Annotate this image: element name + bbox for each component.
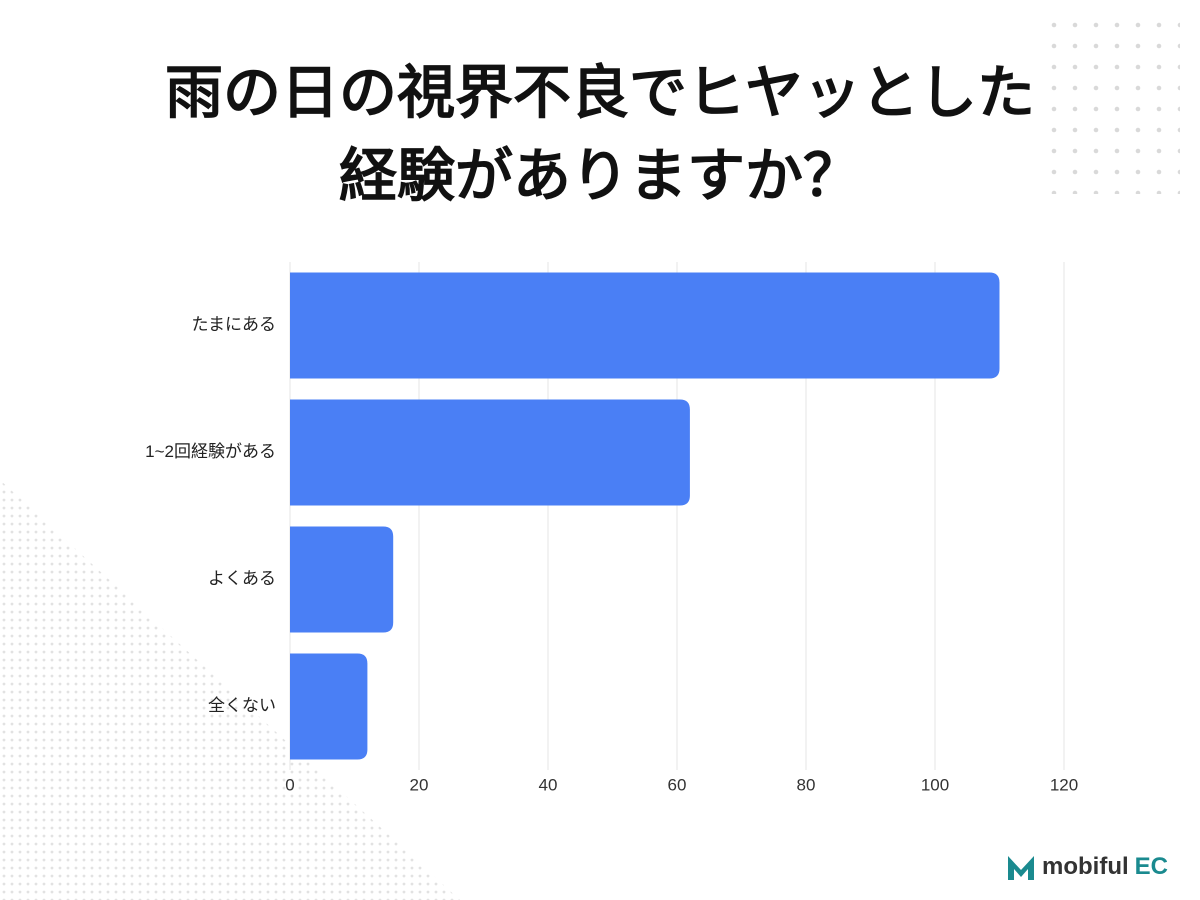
y-tick-label: よくある — [208, 569, 276, 588]
x-tick-label: 20 — [410, 775, 429, 794]
x-tick-label: 40 — [539, 775, 558, 794]
bar — [290, 526, 394, 633]
y-tick-label: 1~2回経験がある — [145, 442, 276, 461]
bar — [290, 272, 1000, 379]
x-tick-label: 80 — [797, 775, 816, 794]
brand-logo: mobiful EC — [1008, 853, 1168, 880]
dot-decoration — [1040, 22, 1180, 194]
x-tick-label: 0 — [285, 775, 294, 794]
x-tick-label: 120 — [1050, 775, 1078, 794]
x-tick-label: 60 — [668, 775, 687, 794]
bar — [290, 399, 690, 506]
brand-name: mobiful — [1042, 853, 1129, 880]
bar — [290, 653, 368, 760]
y-tick-label: たまにある — [192, 315, 277, 334]
brand-suffix: EC — [1135, 853, 1168, 880]
brand-text: mobiful EC — [1042, 853, 1168, 880]
x-tick-label: 100 — [921, 775, 949, 794]
y-tick-label: 全くない — [208, 696, 276, 715]
halftone-decoration — [0, 480, 460, 900]
chart-title: 経験がありますか？ — [339, 143, 861, 208]
brand-icon — [1008, 856, 1034, 880]
chart-title: 雨の日の視界不良でヒヤッとした — [165, 60, 1035, 125]
